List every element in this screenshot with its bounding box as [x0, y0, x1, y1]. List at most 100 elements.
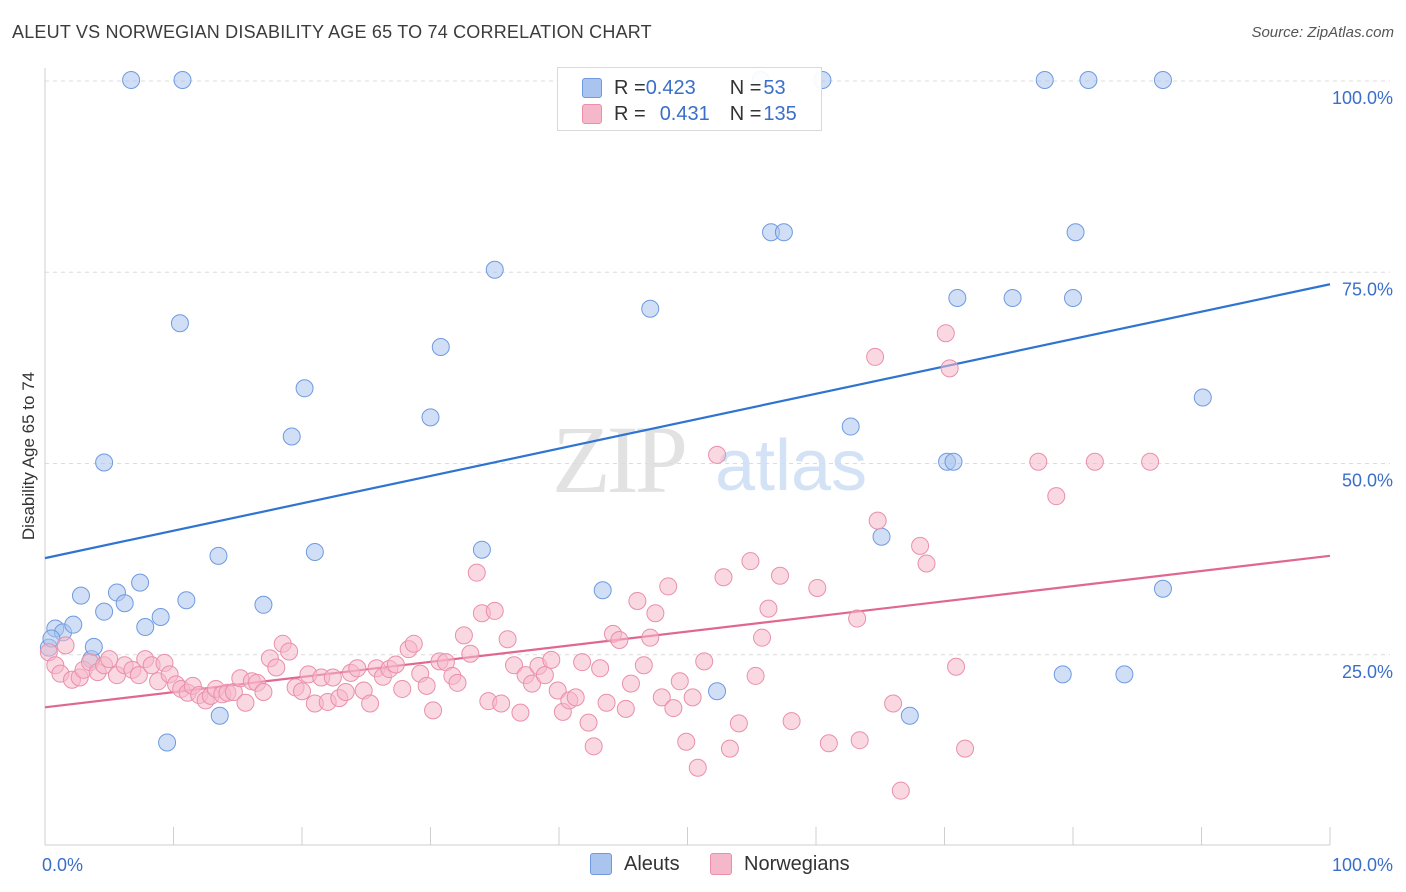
aleuts-point	[1003, 289, 1022, 308]
watermark-atlas: atlas	[715, 426, 867, 506]
aleuts-point	[944, 452, 963, 471]
norwegians-point	[936, 324, 955, 343]
aleuts-point	[841, 417, 860, 436]
norwegians-point	[695, 652, 714, 671]
y-tick-label: 100.0%	[1332, 88, 1393, 108]
norwegians-legend-label: Norwegians	[744, 852, 850, 875]
norwegians-point	[511, 703, 530, 722]
y-tick-label: 50.0%	[1342, 471, 1393, 491]
norwegians-point	[573, 653, 592, 672]
norwegians-point	[646, 604, 665, 623]
norwegians-point	[454, 626, 473, 645]
norwegians-point	[591, 659, 610, 678]
norwegians-point	[729, 714, 748, 733]
norwegians-point	[753, 628, 772, 647]
norwegians-point	[129, 666, 148, 685]
x-tick-label-min: 0.0%	[42, 855, 83, 875]
norwegians-point	[771, 566, 790, 585]
legend-row-norwegians: R = 0.431 N = 135	[582, 103, 797, 125]
norwegians-point	[393, 679, 412, 698]
y-tick-label: 25.0%	[1342, 662, 1393, 682]
aleuts-point	[1066, 223, 1085, 242]
norwegians-point	[542, 650, 561, 669]
norwegians-n-value: 135	[763, 102, 797, 125]
norwegians-point	[848, 609, 867, 628]
aleuts-point	[295, 379, 314, 398]
norwegians-point	[610, 630, 629, 649]
aleuts-point	[136, 617, 155, 636]
aleuts-point	[1115, 665, 1134, 684]
norwegians-point	[293, 682, 311, 701]
norwegians-point	[461, 644, 480, 663]
norwegians-point	[579, 713, 598, 732]
aleuts-swatch	[582, 78, 602, 98]
chart-source: Source: ZipAtlas.com	[1251, 24, 1394, 41]
watermark: ZIP atlas	[552, 406, 867, 513]
aleuts-r-value: 0.423	[645, 76, 696, 99]
aleuts-point	[210, 706, 229, 725]
norwegians-point	[917, 554, 936, 573]
aleuts-point	[158, 733, 177, 752]
norwegians-point	[891, 781, 910, 800]
norwegians-point	[100, 650, 119, 669]
norwegians-point	[584, 737, 603, 756]
norwegians-point	[866, 347, 885, 366]
norwegians-point	[714, 568, 733, 587]
norwegians-point	[597, 693, 616, 712]
aleuts-point	[95, 453, 114, 472]
norwegians-point	[759, 599, 778, 618]
norwegians-point	[688, 758, 707, 777]
norwegians-point	[1029, 452, 1048, 471]
norwegians-point	[492, 694, 511, 713]
norwegians-point	[677, 732, 696, 751]
norwegians-point	[448, 673, 467, 692]
grid	[45, 80, 1390, 656]
aleuts-point	[708, 682, 727, 701]
norwegians-point	[708, 445, 727, 464]
aleuts-point	[1053, 665, 1072, 684]
norwegians-point	[670, 672, 689, 691]
norwegians-point	[850, 731, 869, 750]
norwegians-point	[336, 683, 355, 701]
norwegians-point	[819, 734, 838, 753]
aleuts-point	[1035, 71, 1054, 89]
norwegians-point	[634, 656, 653, 675]
aleuts-point	[209, 546, 228, 565]
aleuts-legend-swatch	[590, 853, 612, 875]
norwegians-point	[267, 658, 286, 677]
data-points	[39, 71, 1212, 800]
norwegians-point	[1085, 452, 1104, 471]
aleuts-point	[872, 527, 891, 546]
aleuts-point	[122, 71, 141, 89]
chart-title: ALEUT VS NORWEGIAN DISABILITY AGE 65 TO …	[12, 22, 652, 42]
series-legend-aleuts: Aleuts	[590, 852, 680, 876]
aleuts-legend-label: Aleuts	[624, 852, 680, 875]
norwegians-point	[404, 634, 423, 653]
norwegians-r-label: R =	[614, 102, 646, 125]
norwegians-point	[1047, 487, 1066, 506]
norwegians-point	[535, 666, 554, 685]
norwegians-point	[236, 693, 255, 712]
aleuts-point	[1193, 388, 1212, 407]
aleuts-point	[641, 299, 660, 318]
aleuts-point	[71, 586, 90, 605]
norwegians-point	[664, 699, 683, 718]
norwegians-point	[566, 688, 585, 707]
stats-legend: R = 0.423 N = 53 R = 0.431 N = 135	[557, 67, 822, 131]
norwegians-point	[424, 701, 443, 720]
norwegians-point	[808, 578, 827, 597]
norwegians-point	[782, 712, 801, 731]
aleuts-point	[64, 615, 83, 634]
norwegians-point	[720, 739, 739, 758]
norwegians-point	[652, 688, 671, 707]
norwegians-point	[956, 739, 975, 758]
norwegians-legend-swatch	[710, 853, 732, 875]
legend-row-aleuts: R = 0.423 N = 53	[582, 77, 786, 99]
norwegians-point	[1141, 452, 1160, 471]
trend-lines	[44, 283, 1331, 709]
aleuts-point	[1064, 289, 1082, 308]
aleuts-point	[254, 595, 273, 614]
aleuts-point	[95, 602, 114, 621]
axes	[44, 68, 1331, 846]
norwegians-point	[683, 688, 702, 707]
